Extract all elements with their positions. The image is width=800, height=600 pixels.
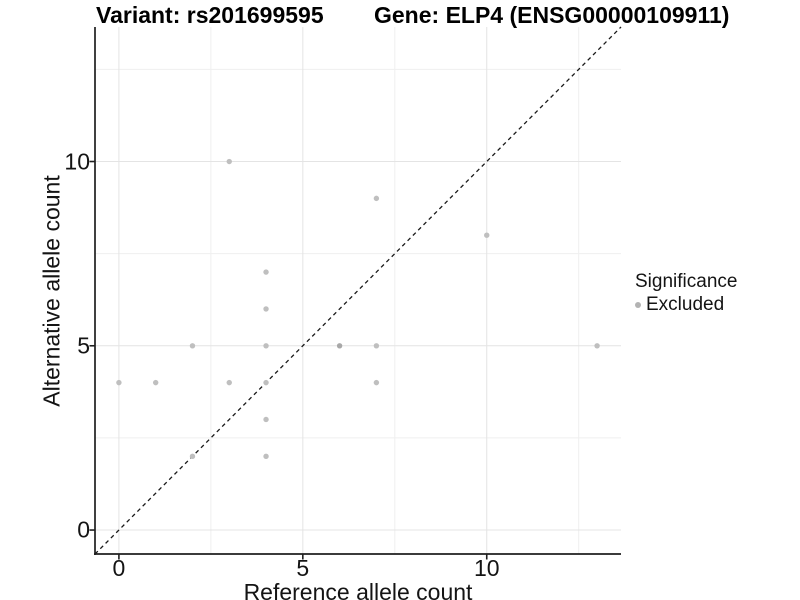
legend-item-label: Excluded xyxy=(646,294,725,315)
data-point xyxy=(226,379,232,386)
data-point xyxy=(484,232,490,238)
legend-title: Significance xyxy=(635,271,738,292)
data-point xyxy=(116,379,122,386)
data-point xyxy=(263,416,269,423)
legend-item-excluded: Excluded xyxy=(635,295,737,314)
data-point xyxy=(336,343,343,349)
legend-point-icon xyxy=(635,301,641,308)
data-point xyxy=(189,343,196,349)
x-tick-label: 10 xyxy=(473,555,500,581)
data-point xyxy=(373,379,380,386)
data-point xyxy=(263,453,269,460)
data-point xyxy=(263,379,269,386)
gene-title: Gene: ELP4 (ENSG00000109911) xyxy=(374,2,730,28)
data-point xyxy=(373,195,380,202)
x-tick-label: 0 xyxy=(112,555,126,581)
data-point xyxy=(263,306,269,312)
data-point xyxy=(594,343,600,349)
legend: Significance Excluded xyxy=(635,271,737,314)
x-axis-title: Reference allele count xyxy=(243,579,473,600)
data-point xyxy=(226,158,232,165)
x-tick-label: 5 xyxy=(296,555,310,581)
y-axis-title: Alternative allele count xyxy=(38,175,65,407)
data-point xyxy=(263,269,269,275)
data-point xyxy=(189,453,196,460)
variant-title: Variant: rs201699595 xyxy=(96,2,324,28)
y-tick-label: 0 xyxy=(77,516,90,543)
identity-line xyxy=(94,26,622,555)
y-tick-label: 10 xyxy=(64,148,90,174)
data-point xyxy=(373,343,380,349)
data-point xyxy=(263,343,269,349)
y-tick-label: 5 xyxy=(77,332,90,359)
data-point xyxy=(152,379,159,386)
